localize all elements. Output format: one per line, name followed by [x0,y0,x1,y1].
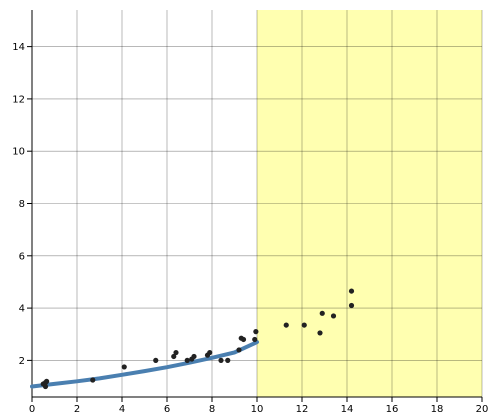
y-tick-label: 4 [19,304,25,315]
x-tick-label: 4 [119,404,125,415]
data-point [42,383,49,390]
data-point [225,357,231,363]
fit-line [30,340,259,389]
data-point [317,330,323,336]
data-point [319,310,325,316]
y-tick-label: 6 [19,251,25,262]
data-point [191,353,197,360]
x-tick-label: 2 [74,404,80,415]
data-point [348,288,355,294]
data-point [207,349,213,356]
data-point [171,353,177,360]
x-tick-label: 14 [341,404,354,415]
data-point [252,336,258,343]
data-point [240,336,247,343]
highlight-region [257,10,482,397]
x-tick-label: 16 [386,404,399,415]
data-point [44,378,50,384]
data-point [348,302,355,309]
data-point [173,349,179,356]
y-tick-label: 14 [12,42,25,53]
data-point [330,313,337,319]
data-point [236,347,242,353]
x-tick-label: 18 [431,404,444,415]
y-tick-label: 12 [12,94,25,105]
y-tick-label: 8 [19,199,25,210]
data-point [218,357,224,363]
x-tick-label: 10 [251,404,264,415]
x-tick-label: 12 [296,404,309,415]
x-tick-label: 8 [209,404,215,415]
data-point [90,377,96,383]
y-tick-label: 10 [12,147,25,158]
x-tick-label: 20 [476,404,489,415]
data-point [253,329,259,335]
x-tick-label: 6 [164,404,170,415]
data-point [121,364,127,370]
data-point [283,322,289,328]
data-point [301,322,307,328]
data-point [153,357,159,363]
data-point [184,357,190,363]
x-tick-label: 0 [29,404,35,415]
y-tick-label: 2 [19,356,25,367]
